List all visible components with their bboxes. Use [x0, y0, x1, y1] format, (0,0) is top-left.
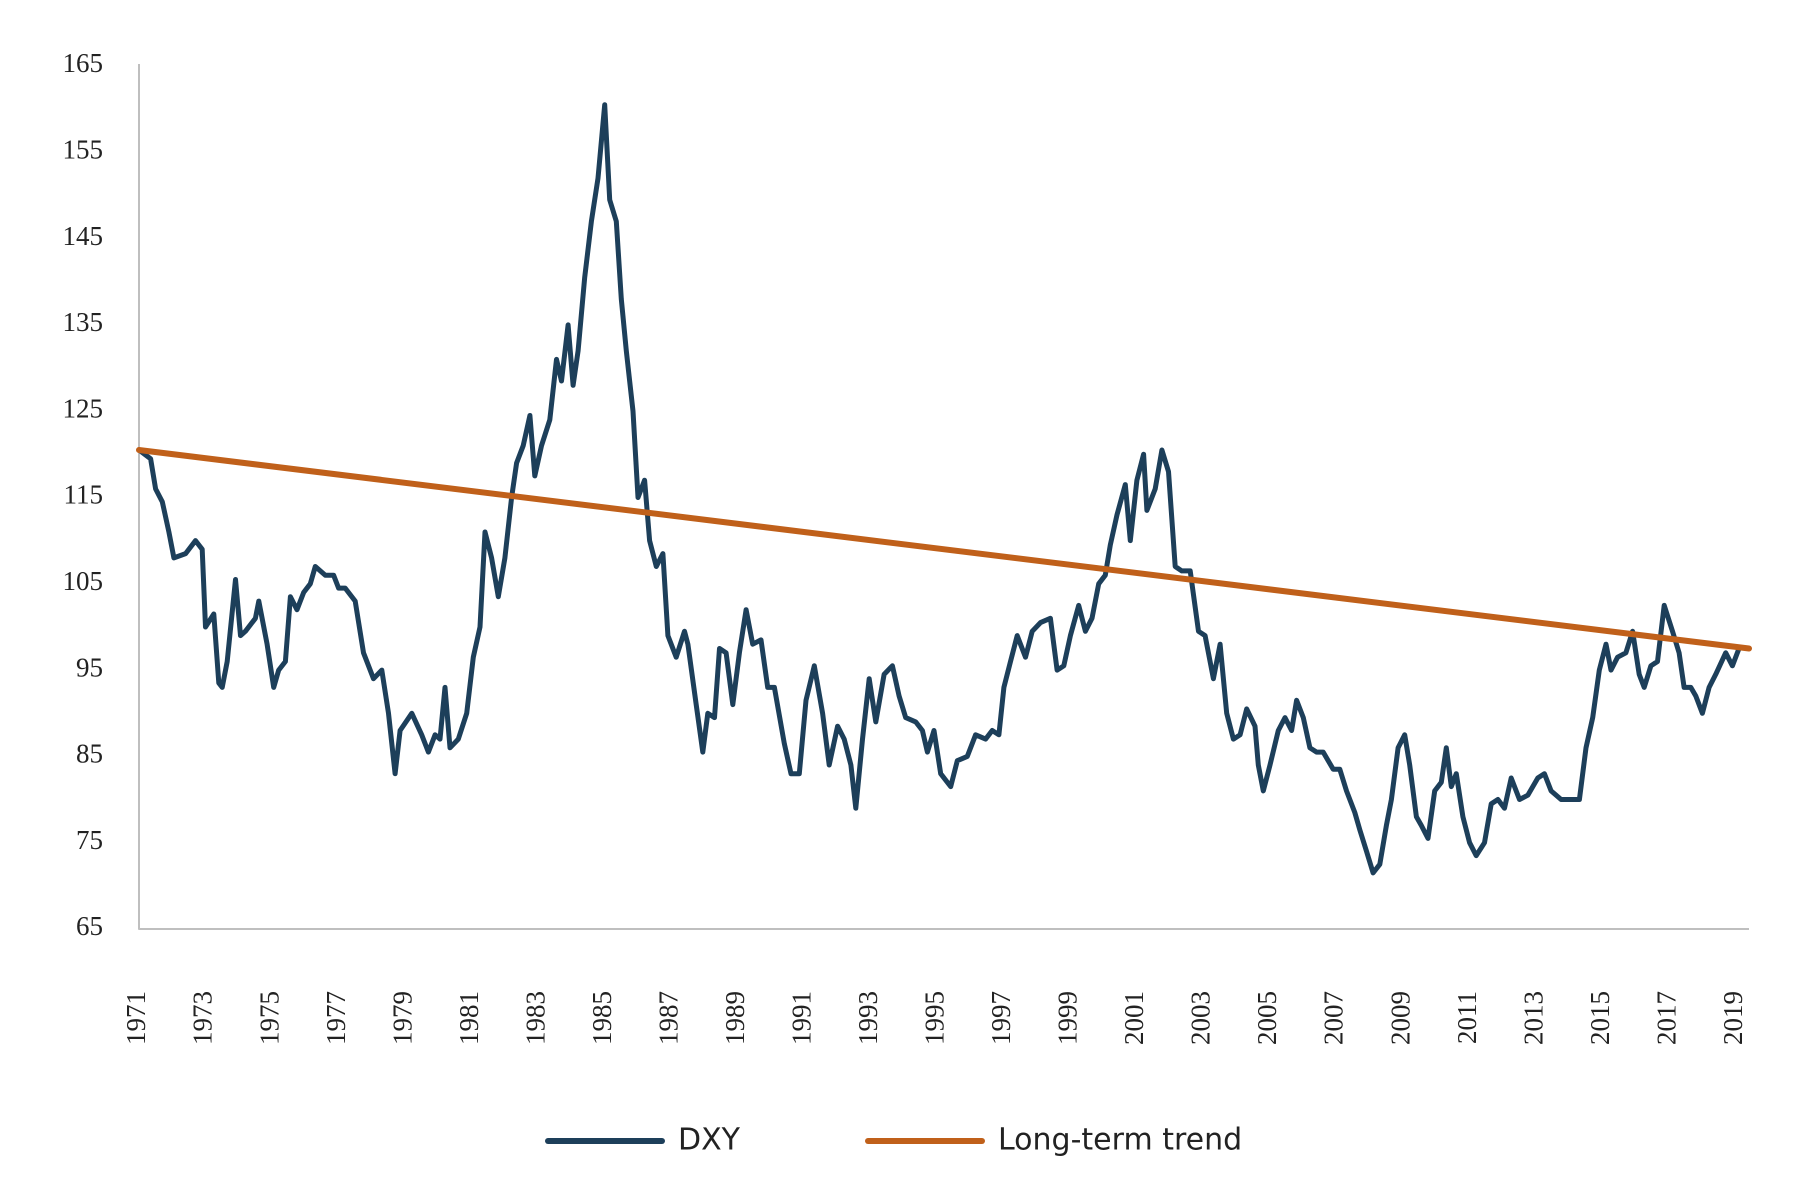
- series-line: [136, 102, 1742, 876]
- y-tick-label: 95: [76, 652, 103, 682]
- y-tick-label: 155: [63, 135, 104, 165]
- x-tick-label: 1983: [520, 991, 550, 1045]
- x-tick-label: 2013: [1518, 991, 1548, 1045]
- x-tick-label: 2011: [1452, 991, 1482, 1044]
- x-tick-label: 1999: [1053, 991, 1083, 1045]
- x-tick-label: 2009: [1385, 991, 1415, 1045]
- x-tick-label: 2001: [1119, 991, 1149, 1045]
- legend-label: DXY: [678, 1123, 741, 1158]
- x-tick-label: 2005: [1252, 991, 1282, 1045]
- x-tick-label: 2007: [1319, 991, 1349, 1045]
- x-tick-label: 1975: [254, 991, 284, 1045]
- y-tick-label: 145: [63, 221, 104, 251]
- x-tick-label: 1997: [986, 991, 1016, 1045]
- y-tick-label: 165: [63, 48, 104, 78]
- x-tick-label: 1987: [653, 991, 683, 1045]
- x-tick-label: 2015: [1585, 991, 1615, 1045]
- y-tick-label: 105: [63, 566, 104, 596]
- x-tick-label: 2019: [1718, 991, 1748, 1045]
- y-tick-label: 115: [64, 480, 104, 510]
- x-tick-label: 2017: [1651, 991, 1681, 1045]
- x-tick-label: 1981: [454, 991, 484, 1045]
- x-tick-label: 1993: [853, 991, 883, 1045]
- x-tick-label: 1979: [387, 991, 417, 1045]
- x-tick-label: 1995: [920, 991, 950, 1045]
- series-line: [136, 447, 1752, 652]
- x-tick-label: 1973: [188, 991, 218, 1045]
- x-tick-label: 1977: [321, 991, 351, 1045]
- y-tick-label: 135: [63, 307, 104, 337]
- y-tick-label: 125: [63, 393, 104, 423]
- x-tick-label: 1991: [786, 991, 816, 1045]
- x-tick-label: 1985: [587, 991, 617, 1045]
- y-tick-label: 65: [76, 911, 103, 941]
- legend-label: Long-term trend: [998, 1123, 1242, 1158]
- x-tick-label: 1971: [121, 991, 151, 1045]
- x-tick-label: 1989: [720, 991, 750, 1045]
- x-tick-label: 2003: [1186, 991, 1216, 1045]
- y-tick-label: 85: [76, 739, 103, 769]
- y-tick-label: 75: [76, 825, 103, 855]
